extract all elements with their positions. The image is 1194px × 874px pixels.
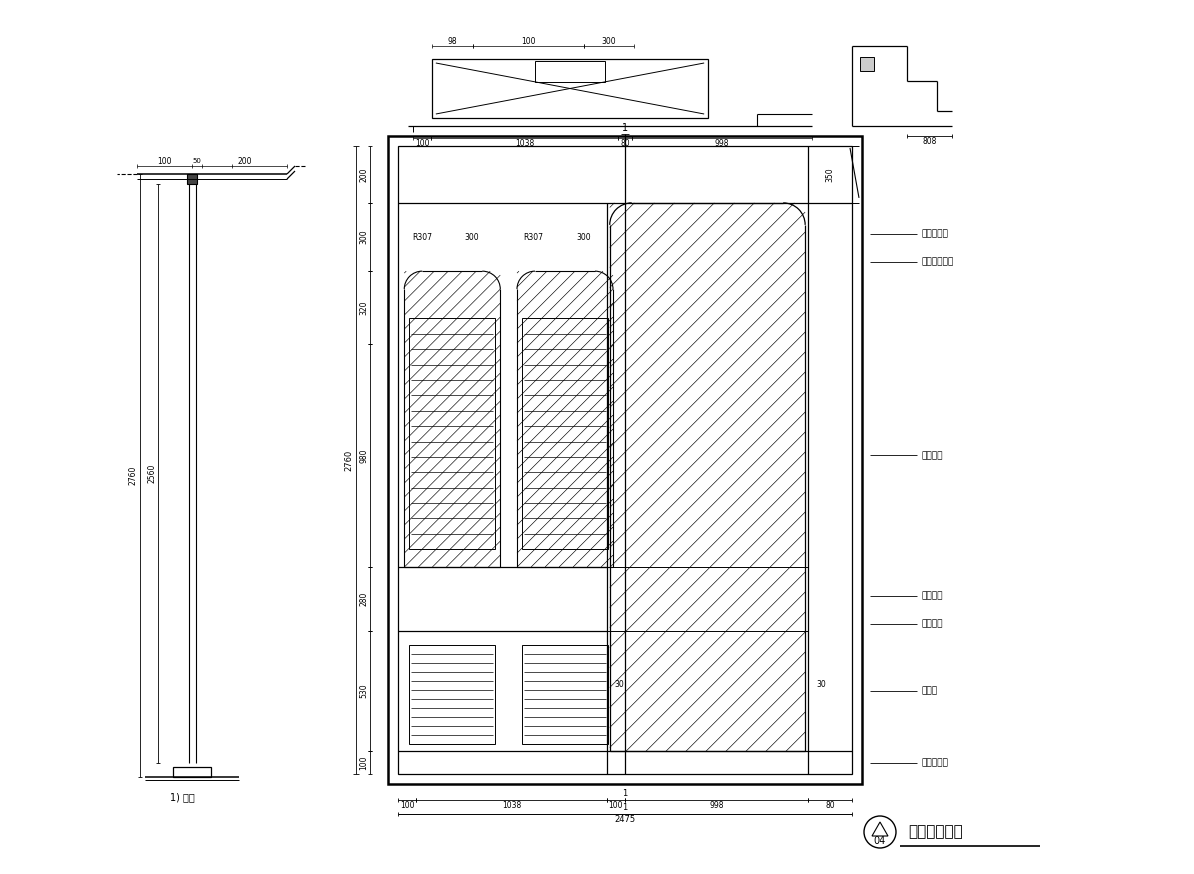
Text: 1: 1: [622, 789, 628, 799]
Bar: [187, 174, 197, 184]
Text: 998: 998: [715, 140, 730, 149]
Text: 2760: 2760: [345, 449, 353, 470]
Text: 1) 剖面: 1) 剖面: [170, 792, 195, 802]
Text: 04: 04: [874, 836, 886, 846]
Text: 30: 30: [817, 681, 826, 690]
Text: 1038: 1038: [515, 140, 534, 149]
Text: 300: 300: [464, 232, 479, 241]
Text: 2760: 2760: [129, 466, 137, 485]
Text: 200: 200: [238, 156, 252, 165]
Text: R307: R307: [523, 232, 543, 241]
Bar: [522, 318, 608, 549]
Text: 808: 808: [922, 137, 936, 147]
Text: 1: 1: [622, 803, 628, 813]
Text: 百叶门: 百叶门: [921, 686, 937, 696]
Text: 280: 280: [359, 592, 369, 606]
Text: 100: 100: [158, 156, 172, 165]
Text: 350: 350: [825, 167, 835, 182]
Text: 移门穿衣镜: 移门穿衣镜: [921, 229, 948, 238]
Text: 300: 300: [359, 230, 369, 245]
Text: 200: 200: [359, 167, 369, 182]
Text: 80: 80: [825, 801, 835, 810]
Text: 100: 100: [359, 755, 369, 770]
Bar: [522, 645, 608, 744]
Bar: [432, 59, 708, 118]
Text: 100: 100: [414, 140, 430, 149]
Text: 白色混水门套: 白色混水门套: [921, 257, 953, 266]
Text: 1: 1: [622, 123, 628, 133]
Bar: [535, 61, 604, 81]
Text: 300: 300: [602, 37, 616, 45]
Text: 墙面刷白: 墙面刷白: [921, 619, 942, 628]
Text: 1038: 1038: [501, 801, 521, 810]
Text: 320: 320: [359, 301, 369, 315]
Bar: [410, 318, 496, 549]
Text: 100: 100: [400, 801, 414, 810]
Text: 2475: 2475: [615, 815, 635, 824]
Text: 100: 100: [522, 37, 536, 45]
Text: 进门鞋柜立面: 进门鞋柜立面: [907, 824, 962, 840]
Text: 暗藏灯带: 暗藏灯带: [921, 451, 942, 460]
Bar: [398, 146, 853, 774]
Text: 98: 98: [448, 37, 457, 45]
Bar: [410, 645, 496, 744]
Bar: [860, 57, 874, 71]
Text: 100: 100: [609, 801, 623, 810]
Text: 2560: 2560: [148, 464, 156, 483]
Text: 530: 530: [359, 683, 369, 698]
Text: 998: 998: [709, 801, 724, 810]
Text: 80: 80: [621, 140, 630, 149]
Text: 镜面贴饰: 镜面贴饰: [921, 591, 942, 600]
Text: 30: 30: [615, 681, 624, 690]
Text: 980: 980: [359, 448, 369, 462]
Text: 300: 300: [577, 232, 591, 241]
Text: 50: 50: [192, 158, 202, 164]
Text: 成品踢脚线: 成品踢脚线: [921, 758, 948, 767]
Text: R307: R307: [412, 232, 432, 241]
Bar: [388, 136, 862, 784]
Bar: [173, 767, 211, 777]
